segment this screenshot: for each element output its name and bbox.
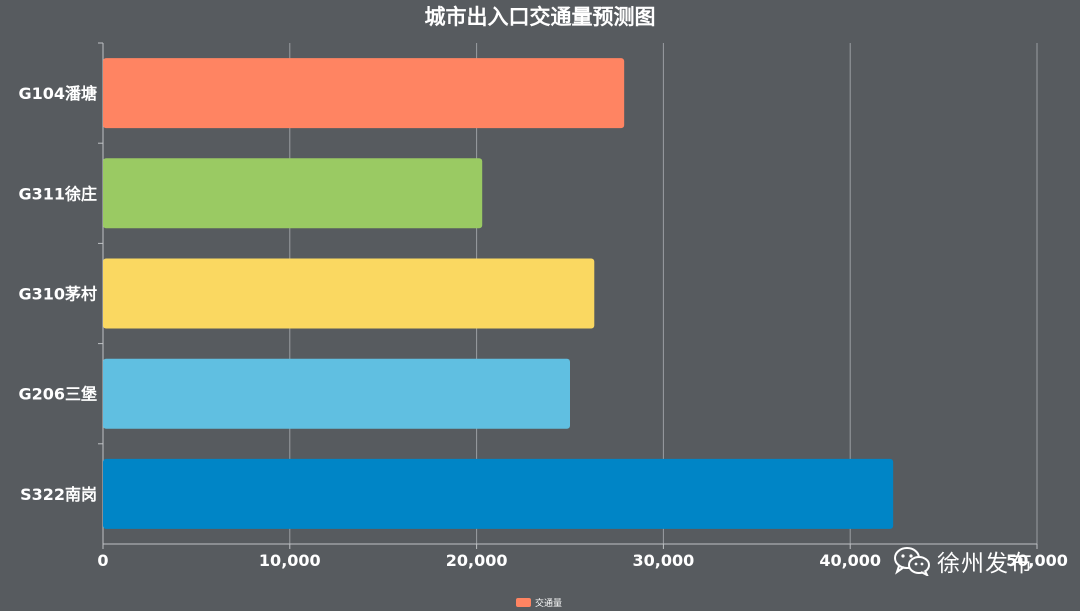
bar[interactable]	[103, 358, 570, 429]
legend-label: 交通量	[535, 597, 562, 609]
bar[interactable]	[103, 58, 625, 129]
x-tick-label: 0	[97, 551, 108, 570]
x-tick-label: 30,000	[633, 551, 695, 570]
x-tick-label: 10,000	[259, 551, 321, 570]
category-label: G104潘塘	[18, 84, 97, 103]
x-tick-label: 50,000	[1006, 551, 1068, 570]
x-tick-label: 40,000	[819, 551, 881, 570]
legend-swatch	[516, 598, 531, 607]
watermark: 徐州发布	[893, 544, 1033, 578]
category-label: G206三堡	[18, 385, 97, 404]
chart-title: 城市出入口交通量预测图	[425, 5, 656, 29]
category-label: G311徐庄	[18, 184, 97, 203]
category-label: G310茅村	[18, 285, 97, 304]
bar[interactable]	[103, 158, 483, 229]
bar[interactable]	[103, 458, 894, 529]
legend[interactable]: 交通量	[516, 597, 562, 609]
category-label: S322南岗	[20, 485, 97, 504]
watermark-text: 徐州发布	[937, 551, 1033, 577]
bars	[103, 58, 894, 529]
category-labels: G104潘塘 G311徐庄 G310茅村 G206三堡 S322南岗	[18, 84, 97, 504]
bar[interactable]	[103, 258, 595, 329]
x-tick-label: 20,000	[446, 551, 508, 570]
x-tick-labels: 0 10,000 20,000 30,000 40,000 50,000	[97, 551, 1067, 570]
wechat-icon	[894, 547, 930, 576]
